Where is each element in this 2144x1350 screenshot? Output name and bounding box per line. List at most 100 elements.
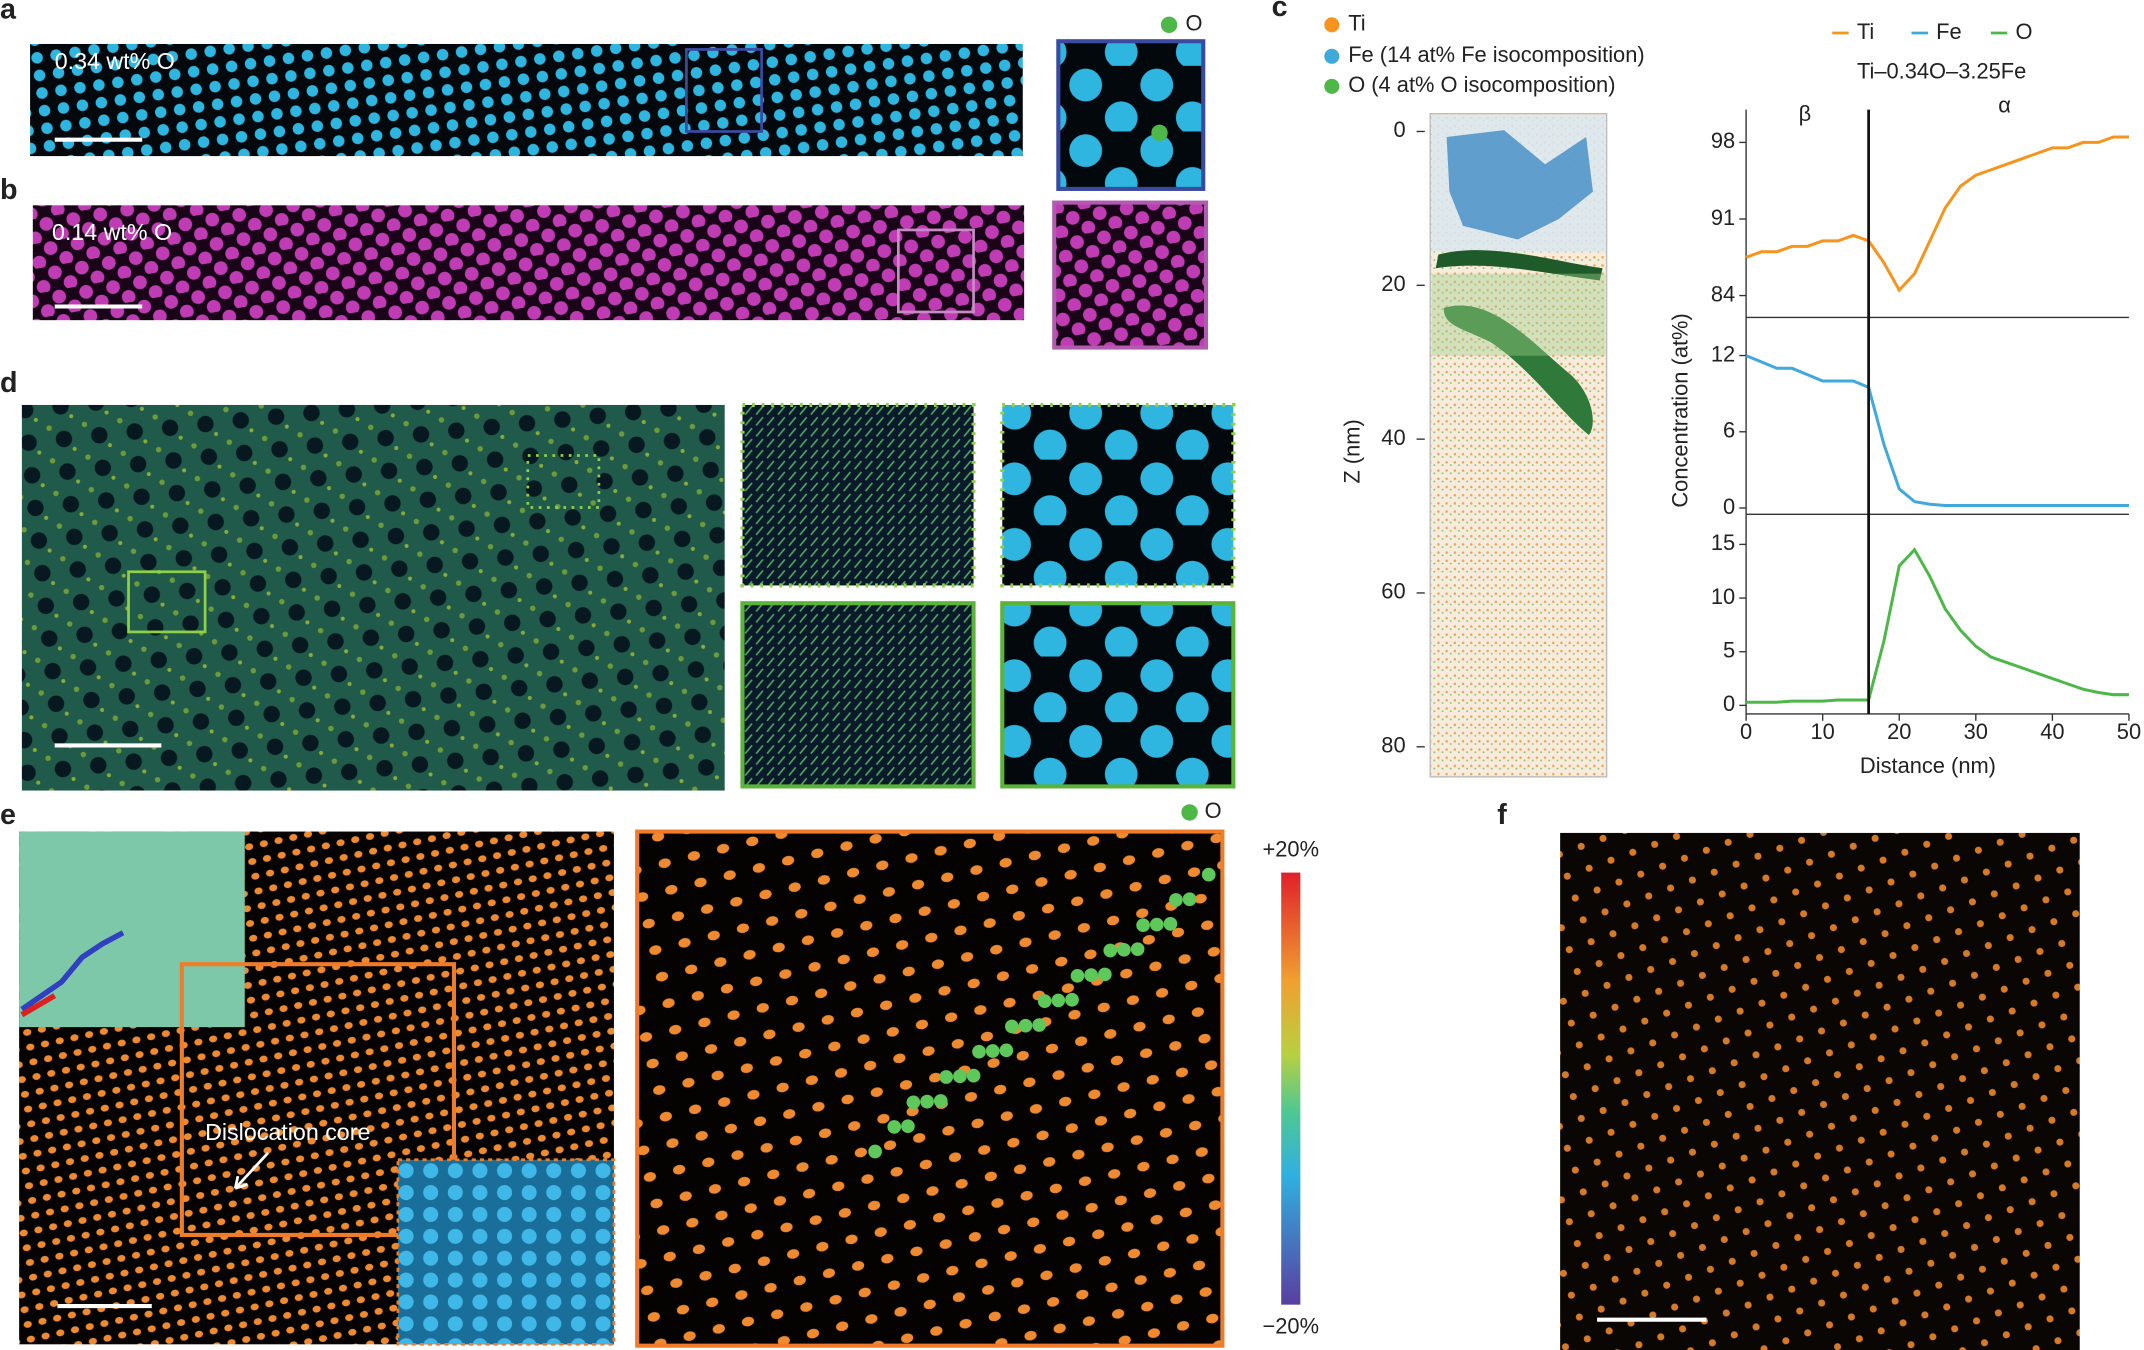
z-tick-label: 20	[1381, 271, 1405, 296]
zoom-box	[685, 48, 763, 133]
colorbar-label: +20%	[1263, 836, 1320, 861]
o-isosurface	[1443, 305, 1593, 436]
chart-subtitle: Ti–0.34O–3.25Fe	[1857, 58, 2026, 83]
oxygen-site	[1018, 1018, 1033, 1033]
phase-label: α	[1998, 93, 2011, 118]
x-tick-label: 30	[1964, 719, 1988, 744]
oxygen-site	[906, 1095, 921, 1110]
oxygen-site	[1117, 943, 1131, 957]
oxygen-site	[972, 1044, 986, 1059]
y-tick-label: 0	[1723, 494, 1735, 519]
strain-feature	[20, 993, 57, 1018]
o-isosurface	[1435, 250, 1603, 281]
annotation: Dislocation core	[205, 1119, 370, 1145]
profile-line	[1746, 547, 2129, 704]
fe-isosurface	[1446, 130, 1593, 240]
oxygen-site	[1065, 992, 1079, 1007]
x-tick-label: 10	[1811, 719, 1835, 744]
phase-label: β	[1799, 101, 1812, 126]
oxygen-site	[1130, 942, 1145, 956]
oxygen-site	[933, 1094, 948, 1108]
panel-label: c	[1272, 0, 1288, 23]
filtered-inset	[396, 1158, 616, 1346]
haadf-image	[30, 43, 1023, 157]
profile-line	[1745, 135, 2129, 293]
z-tick-label: 80	[1381, 733, 1405, 758]
y-tick-label: 6	[1723, 418, 1735, 443]
oxygen-site	[920, 1094, 934, 1109]
legend-label: O (4 at% O isocomposition)	[1348, 72, 1615, 97]
strain-inset	[19, 831, 245, 1028]
y-tick-label: 12	[1711, 341, 1735, 366]
oxygen-site	[1084, 968, 1098, 982]
x-tick-label: 50	[2117, 719, 2141, 744]
legend-marker	[1324, 17, 1340, 33]
y-tick-label: 15	[1711, 530, 1735, 555]
oxygen-site	[901, 1119, 915, 1134]
legend-label: Fe	[1936, 19, 1962, 44]
haadf-image	[32, 205, 1025, 321]
panel-label: d	[0, 367, 18, 399]
x-tick-label: 40	[2040, 719, 2064, 744]
zoom-box	[896, 228, 975, 314]
colorbar-label: −20%	[1263, 1314, 1320, 1339]
oxygen-site	[868, 1144, 882, 1159]
zoom-box	[127, 570, 207, 634]
oxygen-site	[1051, 993, 1066, 1008]
oxygen-site	[1097, 967, 1112, 982]
panel-label: e	[0, 799, 16, 831]
strain-image	[21, 404, 725, 791]
annotation-arrow	[233, 1151, 270, 1190]
legend-label: Ti	[1857, 19, 1874, 44]
profile-line	[1745, 354, 2129, 507]
alpha-region	[1431, 273, 1606, 356]
zoom-box	[179, 962, 457, 1237]
y-tick-label: 0	[1723, 691, 1735, 716]
vector-map	[740, 402, 976, 588]
oxygen-site	[953, 1069, 967, 1084]
axis-title: Concentration (at%)	[1668, 313, 1693, 507]
y-tick-label: 10	[1711, 584, 1735, 609]
oxygen-site	[1201, 867, 1216, 882]
oxygen-site	[1163, 917, 1178, 931]
oxygen-site	[985, 1044, 1000, 1058]
legend-label: O	[1185, 11, 1202, 36]
z-axis: 0 20 40 60 80	[1381, 117, 1425, 758]
zoom-box	[526, 454, 601, 509]
oxygen-site	[1182, 892, 1197, 907]
oxygen-site	[1136, 918, 1150, 933]
legend-marker	[1181, 804, 1198, 821]
oxygen-site	[1032, 1018, 1047, 1032]
oxygen-site	[1037, 994, 1052, 1008]
panel-label: a	[0, 0, 17, 26]
strain-feature	[20, 930, 125, 1012]
panel-label: f	[1497, 799, 1507, 831]
oxygen-sites	[868, 867, 1216, 1159]
legend-label: Fe (14 at% Fe isocomposition)	[1348, 42, 1644, 67]
oxygen-site	[1169, 893, 1183, 907]
zoom-image	[635, 829, 1225, 1348]
oxygen-site	[1149, 917, 1164, 932]
image-label: 0.34 wt% O	[55, 48, 175, 74]
legend-label: O	[1205, 798, 1222, 823]
oxygen-site	[1070, 968, 1085, 983]
axis-title: Distance (nm)	[1860, 753, 1996, 778]
inset-image	[1056, 39, 1206, 191]
y-tick-label: 84	[1711, 281, 1735, 306]
inset-image	[1052, 200, 1209, 350]
panel-label: b	[0, 174, 18, 206]
z-tick-label: 0	[1393, 117, 1405, 142]
vector-map	[740, 601, 976, 789]
haadf-image	[1560, 832, 2080, 1350]
oxygen-site	[939, 1070, 954, 1084]
oxygen-site	[999, 1043, 1014, 1058]
legend-marker	[1324, 48, 1340, 64]
y-tick-label: 98	[1711, 128, 1735, 153]
legend-label: Ti	[1348, 11, 1365, 36]
legend-marker	[1160, 16, 1178, 34]
oxygen-site	[887, 1120, 902, 1134]
legend-marker	[1324, 78, 1340, 94]
x-tick-label: 0	[1740, 719, 1752, 744]
